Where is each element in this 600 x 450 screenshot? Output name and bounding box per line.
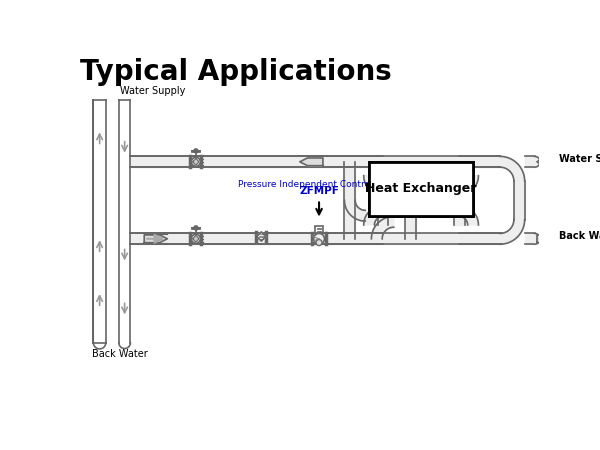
Polygon shape — [454, 216, 464, 225]
Polygon shape — [130, 157, 383, 167]
Polygon shape — [130, 234, 383, 244]
Polygon shape — [371, 216, 394, 239]
Polygon shape — [514, 181, 524, 220]
Polygon shape — [377, 157, 500, 167]
Polygon shape — [524, 234, 535, 244]
Text: Water Supply: Water Supply — [559, 154, 600, 164]
Polygon shape — [524, 157, 535, 167]
Polygon shape — [537, 235, 556, 243]
Polygon shape — [459, 157, 500, 167]
Polygon shape — [130, 234, 377, 244]
Polygon shape — [459, 234, 500, 244]
Polygon shape — [377, 234, 502, 244]
Polygon shape — [344, 200, 365, 221]
Circle shape — [191, 234, 200, 243]
Polygon shape — [454, 162, 464, 176]
Bar — [369, 162, 473, 216]
Text: ZFMPF: ZFMPF — [299, 186, 339, 196]
Text: Heat Exchanger: Heat Exchanger — [365, 182, 477, 195]
Polygon shape — [257, 232, 266, 241]
Polygon shape — [193, 235, 199, 242]
Polygon shape — [500, 157, 524, 181]
Text: Back Water: Back Water — [559, 231, 600, 241]
Polygon shape — [344, 162, 355, 239]
Polygon shape — [364, 206, 383, 225]
Text: Water Supply: Water Supply — [121, 86, 186, 96]
Polygon shape — [300, 158, 323, 166]
Polygon shape — [130, 157, 377, 167]
Bar — [315, 226, 323, 234]
Polygon shape — [193, 158, 199, 165]
Circle shape — [314, 234, 325, 244]
Polygon shape — [535, 157, 540, 167]
Polygon shape — [535, 234, 540, 244]
Text: Pressure Independent Control Valve: Pressure Independent Control Valve — [238, 180, 400, 189]
Polygon shape — [144, 235, 167, 243]
Circle shape — [316, 239, 322, 246]
Polygon shape — [364, 176, 383, 195]
Text: Typical Applications: Typical Applications — [80, 58, 392, 86]
Text: Back Water: Back Water — [92, 349, 148, 359]
Bar — [369, 162, 473, 216]
Polygon shape — [405, 216, 416, 239]
Polygon shape — [377, 216, 388, 225]
Polygon shape — [459, 206, 478, 225]
Polygon shape — [537, 158, 556, 166]
Polygon shape — [377, 162, 388, 176]
Text: Heat Exchanger: Heat Exchanger — [365, 182, 477, 195]
Polygon shape — [500, 220, 524, 244]
Circle shape — [191, 158, 200, 166]
Polygon shape — [459, 176, 478, 195]
